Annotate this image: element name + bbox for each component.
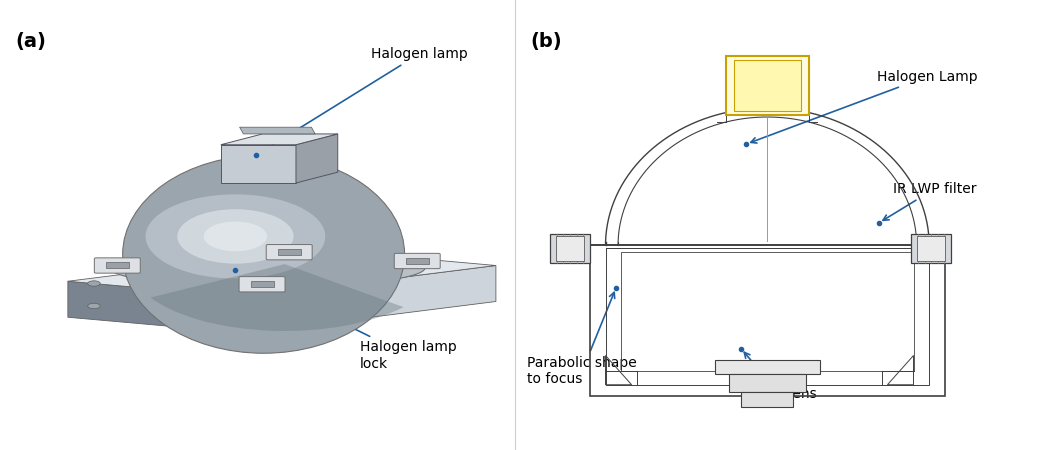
Bar [251, 281, 274, 287]
Bar [278, 249, 301, 255]
Wedge shape [150, 264, 404, 331]
Text: (a): (a) [16, 32, 47, 50]
Ellipse shape [204, 221, 267, 251]
Ellipse shape [123, 155, 405, 353]
Ellipse shape [145, 194, 326, 279]
FancyBboxPatch shape [239, 277, 285, 292]
Text: Halogen Lamp: Halogen Lamp [751, 69, 977, 143]
Bar [556, 236, 584, 261]
Polygon shape [68, 281, 245, 333]
Polygon shape [220, 145, 296, 183]
Polygon shape [296, 134, 337, 183]
Ellipse shape [133, 253, 402, 282]
Ellipse shape [88, 303, 100, 309]
Bar [729, 374, 806, 392]
Text: IR LWP filter: IR LWP filter [883, 182, 976, 220]
Polygon shape [68, 250, 496, 297]
FancyBboxPatch shape [266, 244, 312, 260]
Bar [715, 360, 820, 373]
Bar [741, 392, 793, 407]
FancyBboxPatch shape [395, 253, 441, 269]
Bar [734, 60, 801, 111]
Bar [105, 262, 128, 268]
Bar [406, 258, 429, 264]
Bar [550, 234, 590, 263]
Ellipse shape [110, 248, 425, 287]
Text: (b): (b) [530, 32, 562, 50]
Bar [606, 248, 929, 385]
Ellipse shape [177, 209, 293, 264]
Ellipse shape [88, 281, 100, 286]
Bar [918, 236, 945, 261]
Bar [726, 56, 809, 115]
Text: Focus Lens: Focus Lens [741, 352, 817, 401]
FancyBboxPatch shape [94, 258, 140, 273]
Bar [621, 252, 914, 371]
Polygon shape [220, 134, 337, 145]
Polygon shape [245, 266, 496, 333]
Text: Halogen lamp
lock: Halogen lamp lock [239, 272, 457, 371]
Polygon shape [239, 127, 315, 134]
Bar [911, 234, 951, 263]
Text: Parabolic shape
to focus: Parabolic shape to focus [527, 292, 637, 387]
Bar [590, 245, 945, 396]
Text: Halogen lamp: Halogen lamp [260, 47, 468, 153]
